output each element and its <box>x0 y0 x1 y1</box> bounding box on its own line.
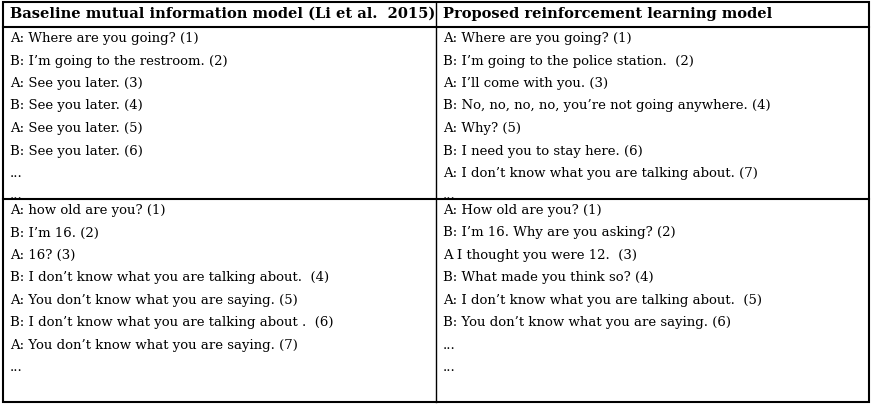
Text: A: I don’t know what you are talking about. (7): A: I don’t know what you are talking abo… <box>443 166 758 179</box>
Text: B: See you later. (6): B: See you later. (6) <box>10 144 143 157</box>
Text: ...: ... <box>10 189 23 202</box>
Text: A: Where are you going? (1): A: Where are you going? (1) <box>10 32 199 45</box>
Text: A: Why? (5): A: Why? (5) <box>443 122 521 135</box>
Text: ...: ... <box>10 166 23 179</box>
Text: B: I’m going to the police station.  (2): B: I’m going to the police station. (2) <box>443 54 694 67</box>
Text: A: I’ll come with you. (3): A: I’ll come with you. (3) <box>443 77 608 90</box>
Text: A: 16? (3): A: 16? (3) <box>10 248 75 261</box>
Text: A: how old are you? (1): A: how old are you? (1) <box>10 203 166 216</box>
Text: Baseline mutual information model (Li et al.  2015): Baseline mutual information model (Li et… <box>10 7 435 21</box>
Text: ...: ... <box>443 360 456 373</box>
Text: A: You don’t know what you are saying. (5): A: You don’t know what you are saying. (… <box>10 293 297 306</box>
Text: B: I don’t know what you are talking about.  (4): B: I don’t know what you are talking abo… <box>10 271 329 284</box>
Text: A: I don’t know what you are talking about.  (5): A: I don’t know what you are talking abo… <box>443 293 762 306</box>
Text: A: How old are you? (1): A: How old are you? (1) <box>443 203 602 216</box>
Text: B: No, no, no, no, you’re not going anywhere. (4): B: No, no, no, no, you’re not going anyw… <box>443 99 771 112</box>
Text: A: See you later. (5): A: See you later. (5) <box>10 122 143 135</box>
Text: A: You don’t know what you are saying. (7): A: You don’t know what you are saying. (… <box>10 338 298 351</box>
Text: A: Where are you going? (1): A: Where are you going? (1) <box>443 32 631 45</box>
Text: ...: ... <box>443 338 456 351</box>
Text: B: I’m 16. Why are you asking? (2): B: I’m 16. Why are you asking? (2) <box>443 226 676 239</box>
Text: B: You don’t know what you are saying. (6): B: You don’t know what you are saying. (… <box>443 316 731 329</box>
Text: B: I need you to stay here. (6): B: I need you to stay here. (6) <box>443 144 643 157</box>
Text: Proposed reinforcement learning model: Proposed reinforcement learning model <box>443 7 773 21</box>
Text: B: I’m 16. (2): B: I’m 16. (2) <box>10 226 99 239</box>
Text: ...: ... <box>10 360 23 373</box>
Text: A I thought you were 12.  (3): A I thought you were 12. (3) <box>443 248 637 261</box>
Text: B: I don’t know what you are talking about .  (6): B: I don’t know what you are talking abo… <box>10 316 333 329</box>
Text: B: I’m going to the restroom. (2): B: I’m going to the restroom. (2) <box>10 54 228 67</box>
Text: B: See you later. (4): B: See you later. (4) <box>10 99 143 112</box>
Text: ...: ... <box>443 189 456 202</box>
Text: B: What made you think so? (4): B: What made you think so? (4) <box>443 271 654 284</box>
Text: A: See you later. (3): A: See you later. (3) <box>10 77 143 90</box>
